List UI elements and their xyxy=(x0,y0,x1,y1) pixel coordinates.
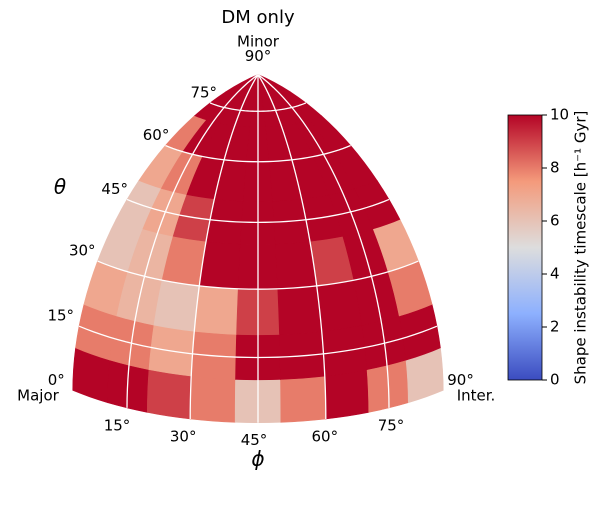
y-tick-label: 45° xyxy=(101,180,128,198)
y-tick-label: 30° xyxy=(69,242,96,260)
colorbar-tick-label: 6 xyxy=(550,212,560,230)
x-tick-label: 15° xyxy=(104,416,131,434)
grid-line xyxy=(189,74,259,419)
x-tick-label: 30° xyxy=(170,427,197,445)
cell xyxy=(257,74,291,95)
cell xyxy=(277,285,323,335)
map xyxy=(72,74,444,424)
colorbar-scale xyxy=(507,114,543,381)
cell xyxy=(146,369,192,420)
x-tick-label: 60° xyxy=(312,427,339,445)
y-tick-label: 60° xyxy=(143,126,170,144)
y-axis-label: θ xyxy=(54,175,66,199)
annotation: Major xyxy=(17,387,59,405)
colorbar-tick-label: 8 xyxy=(550,159,560,177)
cell xyxy=(153,279,200,332)
colorbar-tick-label: 0 xyxy=(550,371,560,389)
grid-line xyxy=(257,74,390,408)
x-tick-label: 90° xyxy=(447,371,474,389)
colorbar-tick-label: 4 xyxy=(550,265,560,283)
cell xyxy=(193,285,239,335)
grid-line xyxy=(257,74,327,419)
x-axis-label: ϕ xyxy=(251,447,264,471)
y-tick-label: 75° xyxy=(190,83,217,101)
colorbar-label: Shape instability timescale [h⁻¹ Gyr] xyxy=(572,111,590,385)
grid-line xyxy=(126,74,259,408)
cell xyxy=(280,375,327,423)
colorbar-tick-label: 2 xyxy=(550,318,560,336)
x-tick-label: 45° xyxy=(241,431,268,449)
chart-title: DM only xyxy=(221,7,295,28)
y-tick-label: 90° xyxy=(245,47,272,65)
colorbar: 0 2 4 6 8 10 Shape instability timescale [h⁻¹ … xyxy=(507,106,590,389)
cell xyxy=(189,375,236,423)
annotation: Inter. xyxy=(457,387,496,405)
annotation: Minor xyxy=(237,33,280,51)
y-tick-label: 0° xyxy=(48,371,65,389)
colorbar-tick-label: 10 xyxy=(550,106,569,124)
cell xyxy=(324,369,370,420)
y-tick-label: 15° xyxy=(47,307,74,325)
x-tick-label: 75° xyxy=(378,416,405,434)
